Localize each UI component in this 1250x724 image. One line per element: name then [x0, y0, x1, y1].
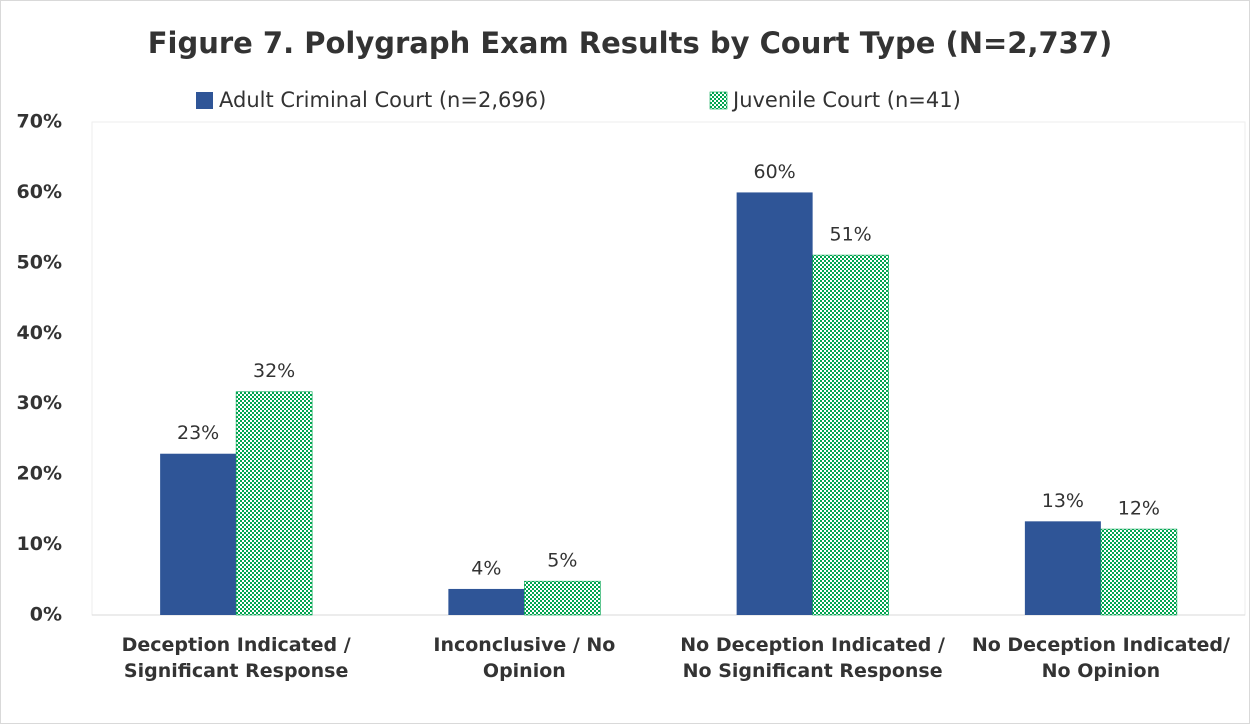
bar — [160, 453, 237, 615]
data-label: 32% — [253, 360, 295, 382]
bar — [235, 391, 313, 616]
y-tick-label: 10% — [17, 533, 62, 555]
data-label: 13% — [1042, 490, 1084, 512]
y-tick-label: 0% — [30, 604, 62, 626]
bar — [1100, 528, 1178, 616]
bar — [524, 580, 601, 616]
data-label: 12% — [1118, 498, 1160, 520]
x-tick-label: No Deception Indicated / No Significant … — [680, 634, 945, 682]
y-tick-label: 20% — [17, 463, 62, 485]
x-tick-label: Inconclusive / No Opinion — [433, 634, 616, 682]
y-tick-label: 70% — [17, 111, 62, 133]
y-tick-label: 40% — [17, 322, 62, 344]
legend-label: Juvenile Court (n=41) — [731, 88, 961, 112]
legend-swatch — [709, 91, 728, 110]
x-tick-label: No Deception Indicated/ No Opinion — [971, 634, 1230, 682]
data-label: 23% — [177, 422, 219, 444]
data-label: 51% — [830, 224, 872, 246]
y-tick-label: 30% — [17, 392, 62, 414]
y-tick-label: 50% — [17, 251, 62, 273]
legend-swatch — [196, 92, 213, 109]
bar — [736, 192, 813, 615]
bar — [812, 254, 889, 616]
bar — [1024, 521, 1101, 615]
bar — [448, 588, 525, 615]
y-tick-label: 60% — [17, 181, 62, 203]
data-label: 60% — [754, 161, 796, 183]
data-label: 4% — [471, 557, 501, 579]
x-tick-label: Deception Indicated / Significant Respon… — [121, 634, 351, 682]
legend-label: Adult Criminal Court (n=2,696) — [219, 88, 546, 112]
chart-title: Figure 7. Polygraph Exam Results by Cour… — [148, 26, 1113, 60]
data-label: 5% — [547, 550, 577, 572]
